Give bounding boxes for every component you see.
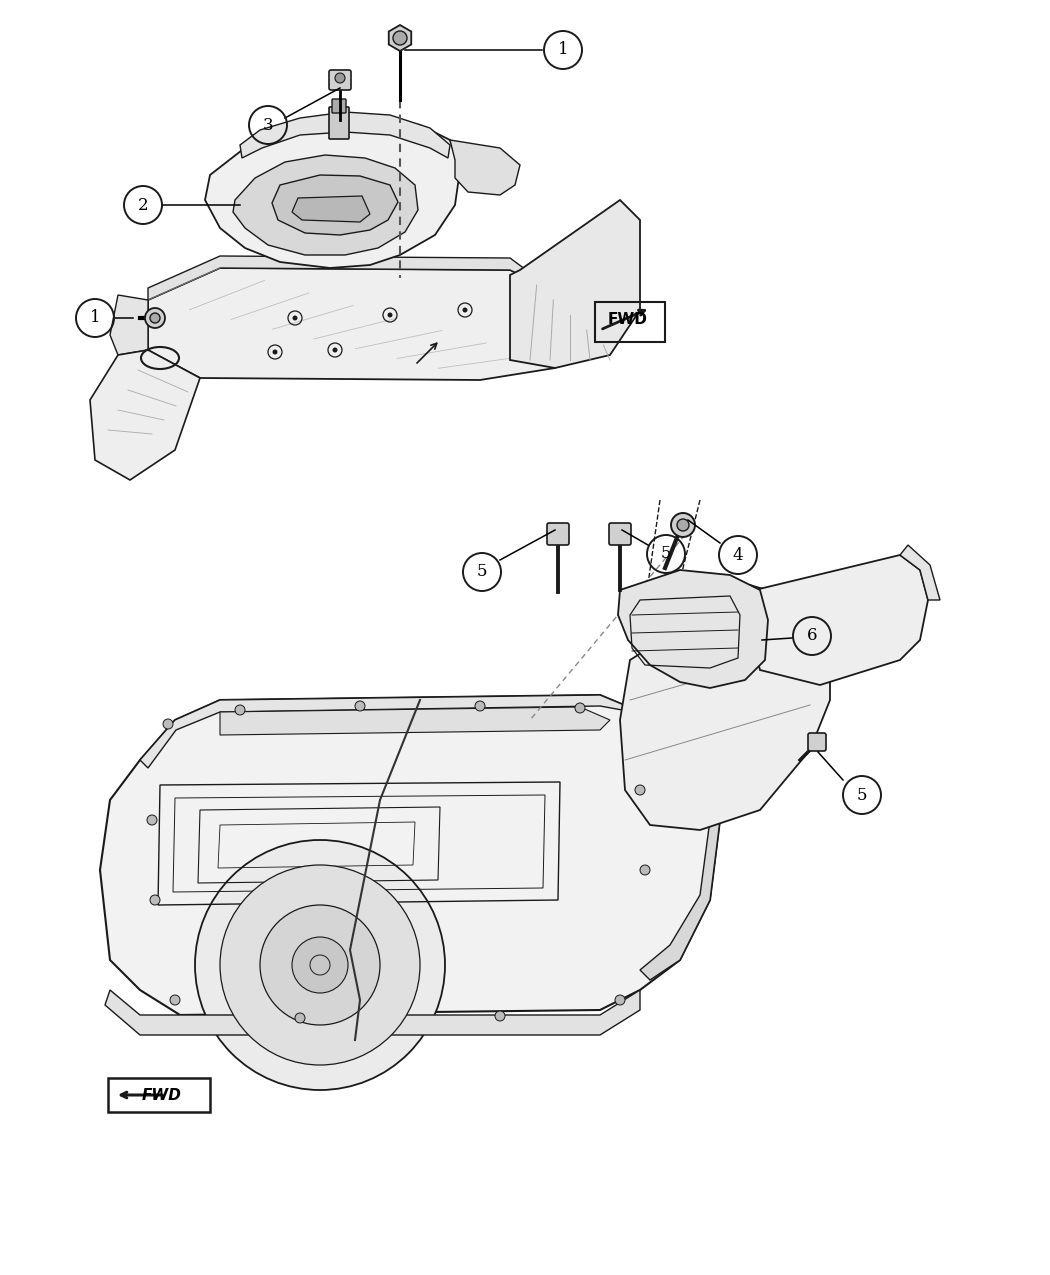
FancyBboxPatch shape xyxy=(329,107,349,139)
Circle shape xyxy=(677,519,689,530)
Circle shape xyxy=(147,815,157,825)
Circle shape xyxy=(333,348,337,352)
Polygon shape xyxy=(450,140,520,195)
Polygon shape xyxy=(510,200,640,368)
Polygon shape xyxy=(388,26,412,51)
Polygon shape xyxy=(220,708,610,734)
Text: 5: 5 xyxy=(857,787,867,803)
Text: 6: 6 xyxy=(806,627,817,644)
Polygon shape xyxy=(140,695,710,768)
Text: 1: 1 xyxy=(89,310,101,326)
Circle shape xyxy=(150,312,160,323)
Circle shape xyxy=(293,315,297,320)
FancyBboxPatch shape xyxy=(329,70,351,91)
Circle shape xyxy=(260,905,380,1025)
Polygon shape xyxy=(292,196,370,222)
Circle shape xyxy=(220,864,420,1065)
FancyBboxPatch shape xyxy=(547,523,569,544)
FancyBboxPatch shape xyxy=(332,99,346,113)
Text: 5: 5 xyxy=(477,564,487,580)
Circle shape xyxy=(575,703,585,713)
Circle shape xyxy=(295,1014,304,1023)
Circle shape xyxy=(150,895,160,905)
Polygon shape xyxy=(148,268,578,380)
Circle shape xyxy=(235,705,245,715)
Circle shape xyxy=(393,31,407,45)
Text: 4: 4 xyxy=(733,547,743,564)
Polygon shape xyxy=(233,156,418,255)
Polygon shape xyxy=(90,351,200,479)
Polygon shape xyxy=(272,175,398,235)
Polygon shape xyxy=(100,695,720,1015)
Polygon shape xyxy=(618,570,768,688)
Circle shape xyxy=(475,701,485,711)
Circle shape xyxy=(671,513,695,537)
Circle shape xyxy=(163,719,173,729)
Circle shape xyxy=(615,994,625,1005)
Polygon shape xyxy=(105,989,640,1035)
Text: 5: 5 xyxy=(660,546,671,562)
Polygon shape xyxy=(900,544,940,601)
FancyBboxPatch shape xyxy=(808,733,826,751)
Circle shape xyxy=(170,994,180,1005)
Circle shape xyxy=(335,73,345,83)
Polygon shape xyxy=(110,295,148,354)
Text: FWD: FWD xyxy=(608,312,648,328)
Polygon shape xyxy=(240,112,450,158)
Circle shape xyxy=(387,312,393,317)
Circle shape xyxy=(355,701,365,711)
Polygon shape xyxy=(205,119,460,268)
Polygon shape xyxy=(620,585,830,830)
Circle shape xyxy=(145,309,165,328)
Circle shape xyxy=(640,864,650,875)
Circle shape xyxy=(462,307,467,312)
Polygon shape xyxy=(640,718,720,980)
Polygon shape xyxy=(148,256,575,300)
Text: 1: 1 xyxy=(558,42,568,59)
Circle shape xyxy=(195,840,445,1090)
Circle shape xyxy=(635,785,645,796)
FancyBboxPatch shape xyxy=(609,523,631,544)
Polygon shape xyxy=(755,555,928,685)
Text: FWD: FWD xyxy=(142,1088,182,1103)
Circle shape xyxy=(273,349,277,354)
Circle shape xyxy=(495,1011,505,1021)
Text: 2: 2 xyxy=(138,196,148,213)
Text: 3: 3 xyxy=(262,116,273,134)
Circle shape xyxy=(292,937,348,993)
